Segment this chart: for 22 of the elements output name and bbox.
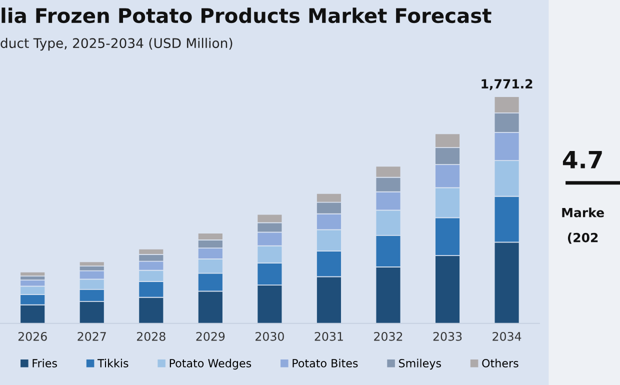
legend-label: Potato Bites bbox=[292, 358, 358, 368]
annotation: 1,771.2 bbox=[482, 79, 532, 90]
chart-subtitle: duct Type, 2025-2034 (USD Million) bbox=[0, 38, 232, 51]
legend-label: Potato Wedges bbox=[170, 358, 252, 370]
text: (202 bbox=[568, 232, 598, 244]
x-tick-label: 2029 bbox=[196, 332, 225, 341]
legend-label: Tikkis bbox=[97, 358, 128, 368]
x-tick-label: 2031 bbox=[314, 332, 343, 341]
bar bbox=[20, 271, 46, 276]
legend-label: Others bbox=[482, 358, 518, 368]
x-tick-label: 2030 bbox=[256, 332, 284, 341]
x-tick-label: 2032 bbox=[374, 332, 402, 341]
x-tick-label: 2034 bbox=[492, 332, 522, 341]
legend-label: Smileys bbox=[399, 358, 441, 370]
text: 4.7 bbox=[562, 151, 602, 168]
text: Marke bbox=[562, 208, 604, 218]
x-tick-label: 2027 bbox=[78, 332, 106, 341]
x-tick-label: 2026 bbox=[18, 332, 47, 341]
legend-label: Fries bbox=[32, 358, 57, 368]
x-tick-label: 2033 bbox=[433, 332, 462, 341]
chart-title: lia Frozen Potato Products Market Forecast bbox=[2, 8, 492, 24]
x-tick-label: 2028 bbox=[136, 332, 166, 341]
